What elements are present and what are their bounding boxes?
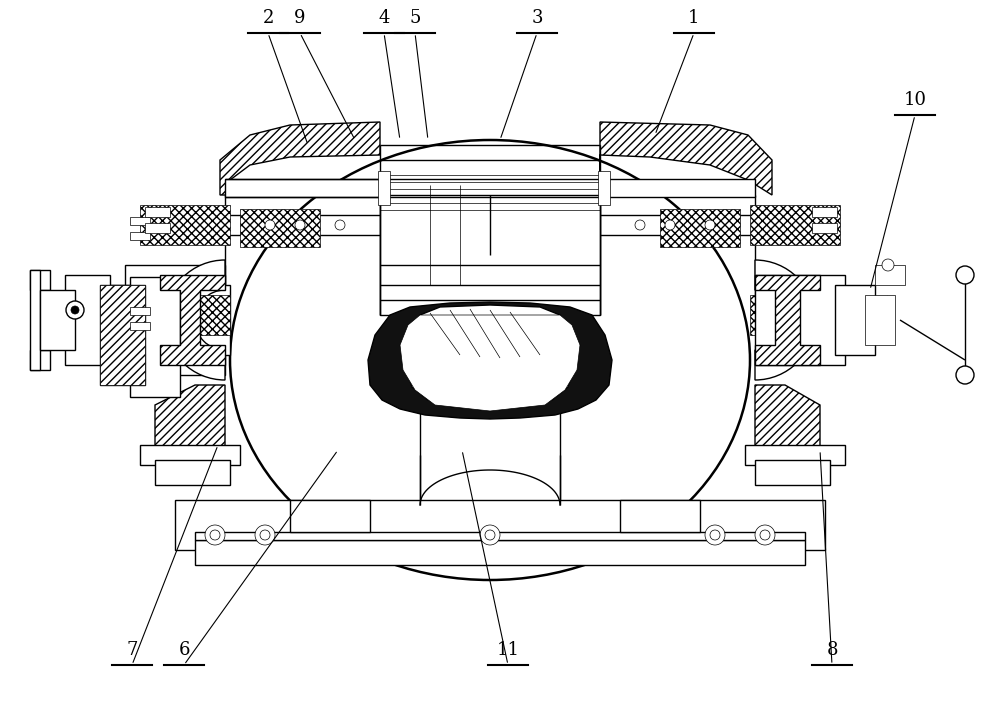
Bar (755, 460, 830, 485)
Circle shape (710, 530, 720, 540)
Circle shape (956, 266, 974, 284)
Circle shape (205, 525, 225, 545)
Bar (155, 460, 230, 485)
Text: 7: 7 (126, 641, 138, 659)
Circle shape (66, 301, 84, 319)
Bar (378, 171, 390, 205)
Bar (598, 171, 610, 205)
Text: 4: 4 (378, 9, 390, 27)
Ellipse shape (230, 140, 750, 580)
Bar (140, 445, 240, 465)
Bar (130, 217, 150, 225)
Bar (40, 290, 75, 350)
Wedge shape (165, 260, 225, 380)
Polygon shape (220, 122, 380, 195)
Text: 8: 8 (826, 641, 838, 659)
Circle shape (755, 525, 775, 545)
Bar (745, 445, 845, 465)
Circle shape (635, 220, 645, 230)
Bar (175, 500, 825, 550)
Wedge shape (755, 260, 815, 380)
Bar (100, 285, 230, 355)
Text: 11: 11 (496, 641, 520, 659)
Bar (835, 285, 875, 355)
Bar (225, 179, 380, 197)
Circle shape (705, 525, 725, 545)
Bar (195, 532, 805, 540)
Bar (660, 209, 740, 247)
Text: 6: 6 (178, 641, 190, 659)
Circle shape (265, 220, 275, 230)
Circle shape (480, 525, 500, 545)
Text: 3: 3 (531, 9, 543, 27)
Polygon shape (368, 302, 612, 419)
Circle shape (255, 525, 275, 545)
Bar (65, 275, 110, 365)
Text: 1: 1 (688, 9, 700, 27)
Bar (755, 275, 845, 365)
Bar (30, 270, 50, 290)
Bar (290, 500, 370, 532)
Polygon shape (600, 122, 772, 195)
Polygon shape (400, 315, 580, 411)
Bar (130, 277, 180, 397)
Circle shape (71, 306, 79, 314)
Bar (195, 540, 805, 565)
Circle shape (210, 530, 220, 540)
Bar (875, 265, 905, 285)
Bar (30, 270, 40, 370)
Text: 10: 10 (904, 91, 926, 109)
Text: 5: 5 (409, 9, 421, 27)
Bar (380, 195, 600, 315)
Bar (30, 350, 50, 370)
Bar (125, 265, 225, 375)
Polygon shape (155, 385, 225, 450)
Polygon shape (405, 305, 575, 409)
Bar (620, 500, 700, 532)
Circle shape (956, 366, 974, 384)
Bar (130, 232, 150, 240)
Bar (140, 295, 230, 335)
Bar (812, 207, 837, 217)
Circle shape (760, 530, 770, 540)
Text: 2: 2 (262, 9, 274, 27)
Bar (750, 205, 840, 245)
Circle shape (295, 220, 305, 230)
Bar (145, 207, 170, 217)
Circle shape (705, 220, 715, 230)
Circle shape (882, 259, 894, 271)
Bar (750, 295, 840, 335)
Circle shape (485, 530, 495, 540)
Circle shape (260, 530, 270, 540)
Polygon shape (100, 285, 145, 385)
Text: 9: 9 (294, 9, 306, 27)
Bar (240, 209, 320, 247)
Bar (130, 307, 150, 315)
Circle shape (665, 220, 675, 230)
Bar (865, 295, 895, 345)
Circle shape (335, 220, 345, 230)
Bar (145, 223, 170, 233)
Bar (140, 205, 230, 245)
Polygon shape (160, 275, 225, 365)
Bar (600, 179, 755, 197)
Bar (100, 285, 145, 385)
Bar (812, 223, 837, 233)
Polygon shape (755, 275, 820, 365)
Polygon shape (755, 385, 820, 450)
Bar (130, 322, 150, 330)
